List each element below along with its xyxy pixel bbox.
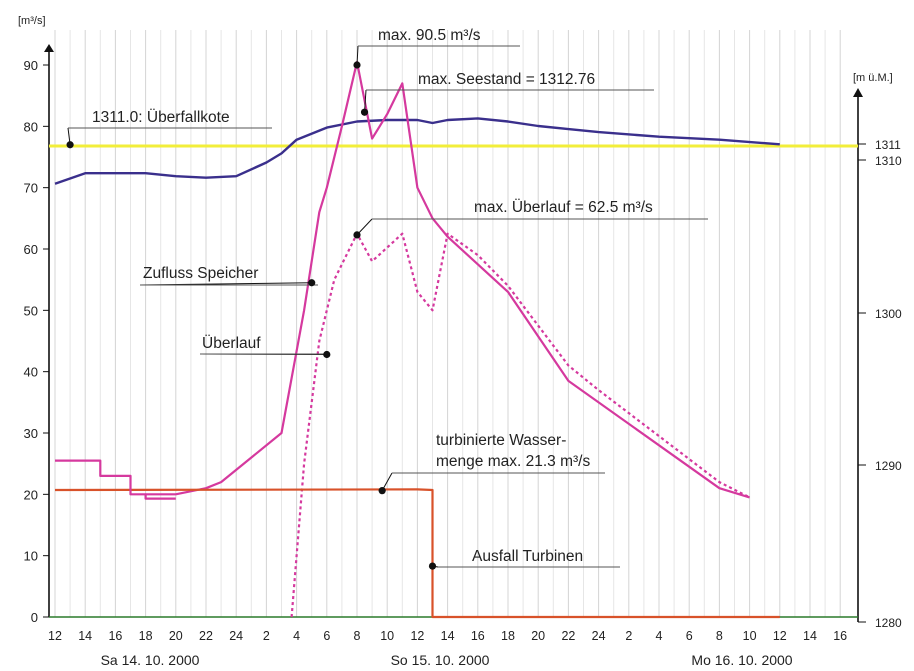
annotation-dot bbox=[308, 279, 316, 287]
day-label: Mo 16. 10. 2000 bbox=[691, 652, 792, 668]
annotation-leader bbox=[356, 218, 373, 236]
x-tick-label: 18 bbox=[139, 629, 153, 643]
x-tick-label: 6 bbox=[323, 629, 330, 643]
annotation-dot bbox=[360, 108, 369, 116]
x-tick-label: 4 bbox=[656, 629, 663, 643]
right-axis: [m ü.M.] 1280 1290 1300 1310 1311 bbox=[853, 72, 902, 630]
right-tick-label: 1310 bbox=[875, 154, 902, 168]
x-tick-label: 6 bbox=[686, 629, 693, 643]
left-tick-label: 90 bbox=[24, 58, 38, 73]
annotation-dot bbox=[353, 61, 361, 69]
left-axis-arrow-icon bbox=[44, 44, 54, 52]
x-tick-label: 2 bbox=[263, 629, 270, 643]
series-ueberlauf-line bbox=[290, 232, 751, 618]
annotation-label: max. 90.5 m³/s bbox=[378, 27, 481, 44]
series-turbiniert_bedarf-line bbox=[55, 459, 176, 500]
x-tick-label: 14 bbox=[441, 629, 455, 643]
x-tick-label: 20 bbox=[531, 629, 545, 643]
right-axis-arrow-icon bbox=[853, 88, 863, 97]
left-tick-label: 60 bbox=[24, 242, 38, 257]
day-label: So 15. 10. 2000 bbox=[391, 652, 490, 668]
x-tick-label: 16 bbox=[471, 629, 485, 643]
x-tick-label: 16 bbox=[108, 629, 122, 643]
annotation-dot bbox=[66, 141, 74, 149]
x-tick-label: 24 bbox=[592, 629, 606, 643]
annotation-label: max. Seestand = 1312.76 bbox=[418, 71, 595, 88]
left-axis-unit: [m³/s] bbox=[18, 15, 46, 27]
left-axis: [m³/s] 0 10 20 30 40 50 60 70 80 90 bbox=[18, 15, 54, 625]
x-tick-label: 10 bbox=[380, 629, 394, 643]
series-zufluss-line bbox=[145, 60, 750, 499]
x-tick-label: 20 bbox=[169, 629, 183, 643]
annotation-dot bbox=[378, 487, 386, 495]
right-tick-label: 1290 bbox=[875, 459, 902, 473]
annotation-label: Überlauf bbox=[202, 334, 261, 352]
left-tick-label: 50 bbox=[24, 303, 38, 318]
series-seestand-line bbox=[54, 117, 780, 185]
x-tick-label: 14 bbox=[803, 629, 817, 643]
x-tick-label: 4 bbox=[293, 629, 300, 643]
x-tick-label: 12 bbox=[410, 629, 424, 643]
left-tick-label: 10 bbox=[24, 549, 38, 564]
annotation-dot bbox=[323, 350, 331, 359]
x-tick-label: 12 bbox=[48, 629, 62, 643]
right-axis-unit: [m ü.M.] bbox=[853, 72, 893, 84]
annotation-dot bbox=[353, 231, 361, 239]
x-tick-label: 12 bbox=[773, 629, 787, 643]
left-tick-label: 0 bbox=[31, 610, 38, 625]
left-tick-label: 30 bbox=[24, 426, 38, 441]
left-tick-label: 80 bbox=[24, 119, 38, 134]
left-tick-label: 70 bbox=[24, 181, 38, 196]
x-tick-label: 16 bbox=[833, 629, 847, 643]
left-tick-label: 40 bbox=[24, 365, 38, 380]
x-tick-label: 22 bbox=[561, 629, 575, 643]
series-layer bbox=[49, 60, 858, 619]
x-tick-label: 14 bbox=[78, 629, 92, 643]
annotation-label: Ausfall Turbinen bbox=[472, 548, 583, 565]
annotation-leader bbox=[364, 89, 367, 113]
left-tick-label: 20 bbox=[24, 487, 38, 502]
right-tick-label: 1311 bbox=[875, 138, 901, 152]
annotation-label: max. Überlauf = 62.5 m³/s bbox=[474, 198, 653, 216]
x-axis: 12 14 16 18 20 22 24 2 4 6 8 10 12 14 16 18 20 22 24 2 4 6 8 10… bbox=[48, 616, 858, 668]
annotation-label: 1311.0: Überfallkote bbox=[92, 108, 230, 126]
day-label: Sa 14. 10. 2000 bbox=[101, 652, 200, 668]
right-tick-label: 1300 bbox=[875, 307, 902, 321]
x-tick-label: 22 bbox=[199, 629, 213, 643]
right-tick-label: 1280 bbox=[875, 616, 902, 630]
x-tick-label: 2 bbox=[625, 629, 632, 643]
series-turbiniert-line bbox=[54, 488, 780, 619]
x-tick-label: 18 bbox=[501, 629, 515, 643]
annotations: 1311.0: Überfallkote max. 90.5 m³/s max. S… bbox=[66, 27, 708, 570]
annotation-label: turbinierte Wasser- bbox=[436, 432, 566, 449]
annotation-dot bbox=[428, 562, 437, 570]
x-tick-label: 8 bbox=[354, 629, 361, 643]
x-tick-label: 8 bbox=[716, 629, 723, 643]
annotation-label: Zufluss Speicher bbox=[143, 265, 258, 282]
x-tick-label: 24 bbox=[229, 629, 243, 643]
annotation-label: menge max. 21.3 m³/s bbox=[436, 453, 590, 470]
x-tick-label: 10 bbox=[743, 629, 757, 643]
